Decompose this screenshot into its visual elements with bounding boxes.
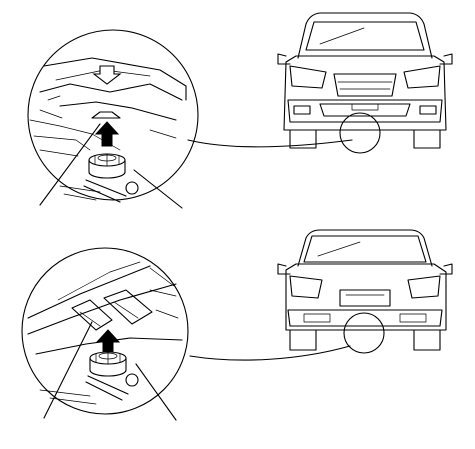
up-arrow-icon <box>94 121 120 147</box>
jack-head <box>89 351 127 377</box>
rear-connector-line <box>189 345 351 361</box>
jack-point-leader-line <box>43 321 93 419</box>
front-detail-circle <box>27 29 199 203</box>
car-rear-view <box>277 229 453 351</box>
car-front-view <box>277 12 453 149</box>
rear-jack-point-panel <box>21 229 453 421</box>
jack-head-leader-line <box>133 169 183 209</box>
rear-detail-circle <box>21 247 189 415</box>
jack-point-leader-line <box>39 123 101 206</box>
front-connector-line <box>187 139 353 148</box>
rear-target-circle <box>343 312 385 354</box>
up-arrow-icon <box>95 329 121 353</box>
front-target-circle <box>339 112 381 154</box>
jack-head <box>88 153 126 179</box>
down-arrow-icon <box>92 65 122 85</box>
jack-head-leader-line <box>135 363 177 421</box>
front-jack-point-panel <box>27 12 453 209</box>
